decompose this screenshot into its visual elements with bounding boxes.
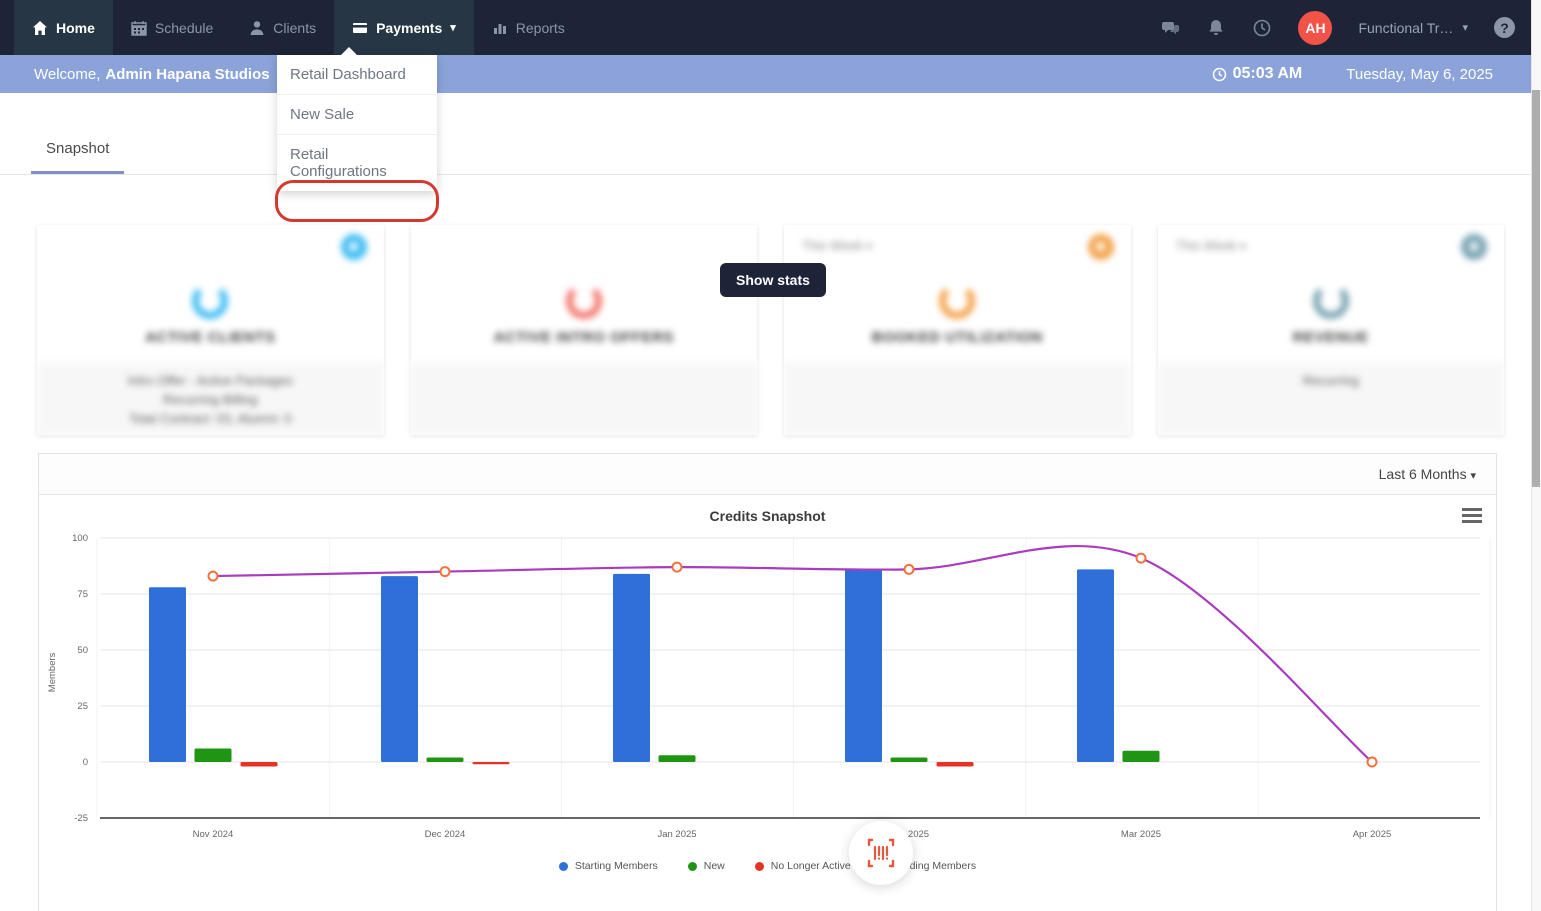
menu-item-retail-configurations[interactable]: Retail Configurations: [277, 134, 437, 191]
person-icon: [250, 20, 264, 35]
card-footer: [784, 362, 1131, 435]
nav-item-label: Home: [56, 19, 95, 36]
card-settings-icon[interactable]: ✱: [1461, 234, 1487, 260]
svg-text:100: 100: [72, 533, 88, 544]
svg-text:Feb 2025: Feb 2025: [889, 829, 929, 840]
legend-item[interactable]: No Longer Active: [754, 860, 851, 872]
svg-text:Apr 2025: Apr 2025: [1353, 829, 1392, 840]
avatar[interactable]: AH: [1298, 10, 1333, 45]
card-settings-icon[interactable]: ✱: [1087, 234, 1114, 260]
tab-snapshot[interactable]: Snapshot: [31, 129, 125, 174]
loading-spinner-icon: [565, 283, 602, 319]
legend-dot-icon: [687, 861, 697, 871]
bar-chart-icon: [493, 23, 506, 34]
legend-item[interactable]: New: [687, 860, 725, 872]
svg-text:50: 50: [77, 645, 88, 656]
payments-dropdown-menu: Retail Dashboard New Sale Retail Configu…: [275, 47, 439, 222]
account-menu[interactable]: Functional Trai... ▾: [1358, 20, 1468, 36]
calendar-icon: [131, 20, 147, 36]
account-name: Functional Trai...: [1358, 19, 1455, 36]
card-footer-line: Recurring: [1302, 373, 1359, 388]
chevron-down-icon: ▾: [1470, 470, 1476, 482]
card-revenue: This Week ▾ ✱ REVENUE Recurring: [1157, 225, 1504, 435]
card-period-filter[interactable]: This Week ▾: [802, 238, 873, 253]
card-footer-line: Intro Offer - Active Packages: [127, 373, 293, 388]
nav-item-label: Schedule: [154, 19, 214, 36]
menu-item-retail-dashboard[interactable]: Retail Dashboard: [290, 66, 406, 83]
nav-item-home[interactable]: Home: [14, 0, 113, 55]
legend-item[interactable]: Starting Members: [558, 860, 658, 872]
card-period-filter[interactable]: This Week ▾: [1175, 238, 1246, 253]
nav-item-label: Reports: [515, 19, 565, 36]
chart-title: Credits Snapshot: [709, 508, 826, 524]
nav-item-payments[interactable]: Payments ▾: [334, 0, 474, 55]
chart-area: Credits Snapshot -25 0 25 50 75 100 Members Nov…: [39, 495, 1496, 886]
scrollbar-thumb[interactable]: [1532, 90, 1540, 487]
svg-text:-25: -25: [74, 813, 88, 824]
credits-snapshot-chart: -25 0 25 50 75 100 Members Nov 2024 Dec 2024 Jan …: [47, 533, 1491, 840]
svg-text:25: 25: [77, 701, 88, 712]
svg-text:Jan 2025: Jan 2025: [657, 829, 696, 840]
card-footer: Recurring: [1157, 362, 1504, 435]
welcome-prefix: Welcome,: [34, 65, 101, 83]
barcode-scan-icon: [867, 838, 895, 868]
chart-context-menu-icon[interactable]: [1462, 508, 1482, 526]
card-title: BOOKED UTILIZATION: [871, 329, 1043, 346]
range-filter-dropdown[interactable]: Last 6 Months ▾: [1378, 466, 1476, 482]
nav-item-clients[interactable]: Clients: [231, 0, 334, 55]
stat-cards-row: ✱ ACTIVE CLIENTS Intro Offer - Active Pa…: [0, 175, 1541, 435]
vertical-scrollbar[interactable]: [1531, 0, 1541, 911]
help-icon[interactable]: ?: [1494, 17, 1515, 38]
loading-spinner-icon: [1312, 283, 1349, 319]
bell-icon[interactable]: [1206, 18, 1226, 38]
current-time: 05:03 AM: [1232, 65, 1303, 82]
card-active-intro-offers: ACTIVE INTRO OFFERS: [410, 225, 757, 435]
card-footer-line: Total Contract: 03, Alumni: 0: [128, 411, 292, 426]
menu-item-new-sale[interactable]: New Sale: [277, 94, 437, 134]
time-icon: [1212, 67, 1226, 81]
nav-item-reports[interactable]: Reports: [474, 0, 583, 55]
welcome-bar: Welcome, Admin Hapana Studios 05:03 AM T…: [0, 55, 1541, 93]
welcome-user-name: Admin Hapana Studios: [105, 65, 270, 83]
chat-icon[interactable]: [1160, 18, 1180, 38]
chevron-down-icon: ▾: [866, 241, 873, 253]
nav-item-label: Clients: [273, 19, 317, 36]
legend-dot-icon: [558, 861, 568, 871]
svg-text:Mar 2025: Mar 2025: [1121, 829, 1161, 840]
clock-icon[interactable]: [1252, 18, 1272, 38]
chevron-down-icon: ▾: [1462, 22, 1468, 34]
tab-bar: Snapshot: [0, 129, 1541, 175]
card-footer: Intro Offer - Active Packages Recurring …: [37, 362, 384, 435]
nav-item-schedule[interactable]: Schedule: [113, 0, 231, 55]
chart-legend: Starting Members New No Longer Active Endin…: [39, 860, 1496, 872]
svg-text:Dec 2024: Dec 2024: [425, 829, 466, 840]
card-active-clients: ✱ ACTIVE CLIENTS Intro Offer - Active Pa…: [37, 225, 384, 435]
card-booked-utilization: This Week ▾ ✱ BOOKED UTILIZATION: [784, 225, 1131, 435]
chevron-down-icon: ▾: [450, 22, 456, 34]
nav-item-label: Payments: [376, 19, 443, 36]
legend-dot-icon: [754, 861, 764, 871]
svg-text:75: 75: [77, 589, 88, 600]
credits-snapshot-panel: Last 6 Months ▾ Credits Snapshot -25 0 25 5…: [38, 453, 1497, 911]
svg-text:Members: Members: [47, 652, 58, 692]
loading-spinner-icon: [192, 283, 229, 319]
top-nav: Home Schedule Clients Payments ▾ Reports…: [0, 0, 1541, 55]
card-title: ACTIVE INTRO OFFERS: [493, 329, 674, 346]
chart-panel-header: Last 6 Months ▾: [39, 454, 1496, 495]
svg-text:Nov 2024: Nov 2024: [193, 829, 234, 840]
card-settings-icon[interactable]: ✱: [340, 234, 367, 260]
credit-card-icon: [353, 22, 368, 33]
card-title: ACTIVE CLIENTS: [145, 329, 276, 346]
card-footer-line: Recurring Billing: [162, 392, 258, 407]
card-footer: [410, 362, 757, 435]
chevron-down-icon: ▾: [1240, 241, 1246, 253]
current-date: Tuesday, May 6, 2025: [1346, 65, 1493, 83]
loading-spinner-icon: [939, 283, 976, 319]
card-title: REVENUE: [1292, 329, 1369, 346]
show-stats-button[interactable]: Show stats: [720, 263, 826, 297]
loading-badge: [849, 821, 913, 885]
home-icon: [33, 20, 47, 35]
svg-text:0: 0: [83, 757, 88, 768]
